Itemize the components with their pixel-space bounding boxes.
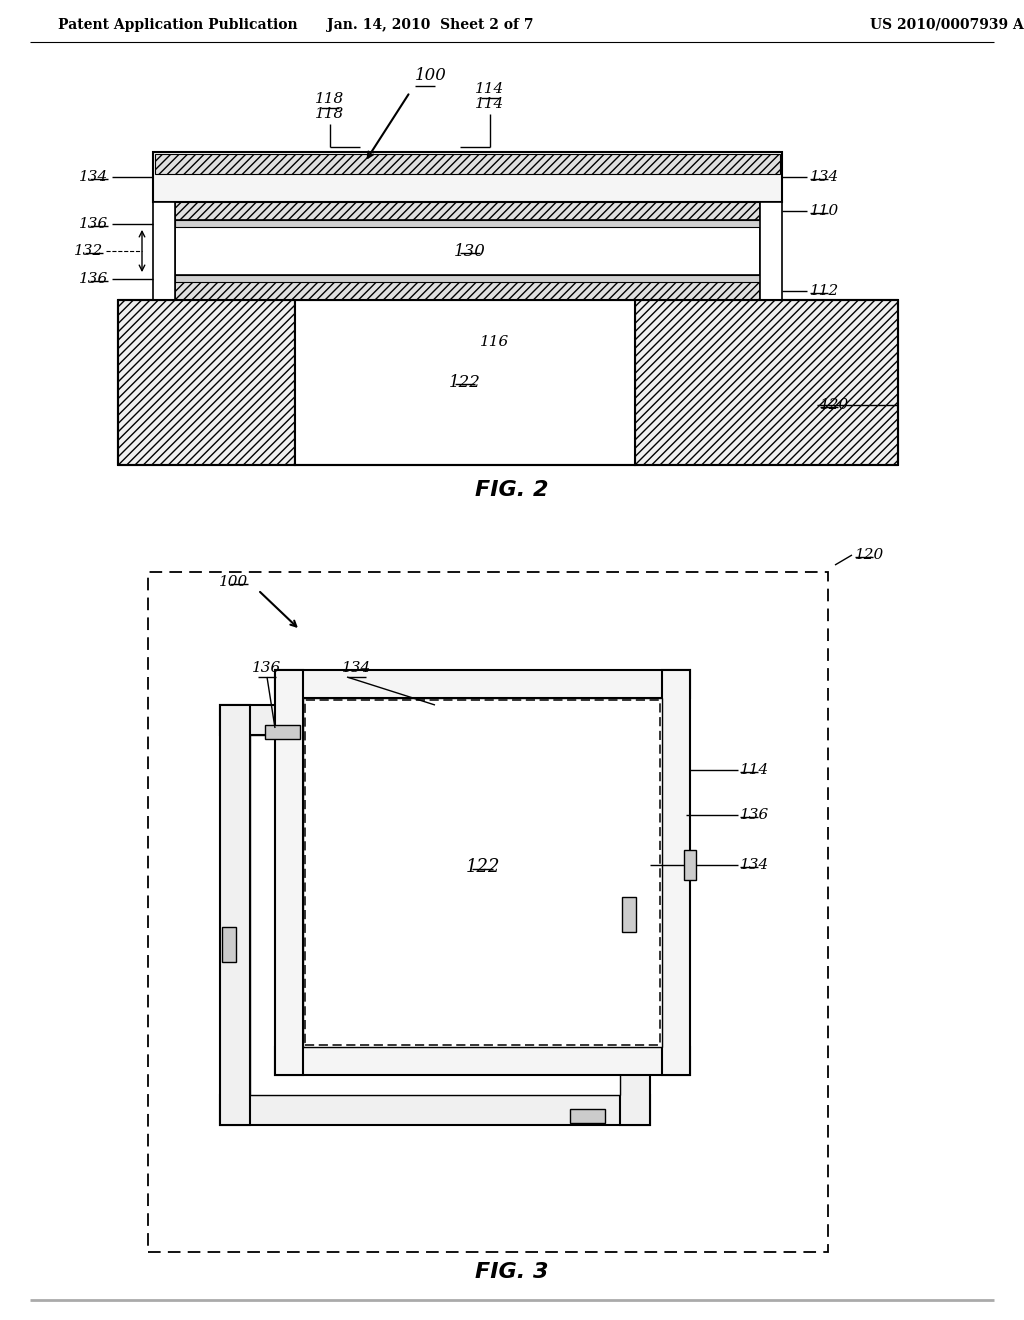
Text: 134: 134 (740, 858, 769, 873)
Text: 100: 100 (219, 576, 248, 589)
Bar (175, 227, 760, 275)
Bar (175, 202, 760, 220)
Text: 112: 112 (810, 284, 840, 298)
Text: 136: 136 (740, 808, 769, 822)
Text: FIG. 2: FIG. 2 (475, 480, 549, 500)
Text: 134: 134 (342, 661, 372, 675)
Bar (635, 300, 898, 465)
Bar (295, 300, 635, 465)
Bar (275, 671, 303, 1074)
Text: 134: 134 (79, 170, 108, 183)
Text: Patent Application Publication: Patent Application Publication (58, 18, 298, 32)
Bar (220, 705, 650, 735)
Bar (250, 735, 620, 1096)
Bar (570, 1109, 605, 1123)
Bar (265, 725, 300, 739)
Text: 136: 136 (252, 661, 282, 675)
Text: FIG. 3: FIG. 3 (475, 1262, 549, 1282)
Text: 120: 120 (820, 399, 849, 412)
Bar (760, 202, 782, 300)
Bar (220, 1096, 650, 1125)
Bar (175, 220, 760, 227)
Bar (118, 300, 295, 465)
Bar (684, 850, 696, 880)
Bar (222, 927, 236, 962)
Text: 118: 118 (315, 92, 345, 106)
Text: 120: 120 (855, 548, 885, 562)
Text: 132: 132 (74, 244, 103, 257)
Text: 118: 118 (315, 107, 345, 121)
Bar (155, 154, 780, 174)
Text: 114: 114 (475, 96, 505, 111)
Bar (622, 898, 636, 932)
Bar (620, 705, 650, 1125)
Text: 134: 134 (810, 170, 840, 183)
Text: US 2010/0007939 A1: US 2010/0007939 A1 (870, 18, 1024, 32)
Bar (662, 671, 690, 1074)
Text: 136: 136 (79, 216, 108, 231)
Text: 122: 122 (465, 858, 500, 876)
Bar (153, 152, 782, 202)
Text: 136: 136 (79, 272, 108, 286)
Bar (148, 572, 828, 1251)
Text: 100: 100 (415, 67, 446, 84)
Bar (303, 698, 662, 1047)
Text: 130: 130 (454, 243, 486, 260)
Text: 122: 122 (450, 374, 481, 391)
Bar (275, 671, 690, 698)
Bar (275, 1047, 690, 1074)
Text: 114: 114 (475, 82, 505, 96)
Text: 116: 116 (480, 335, 510, 350)
Bar (175, 282, 760, 300)
Text: 114: 114 (740, 763, 769, 777)
Bar (153, 202, 175, 300)
Bar (175, 275, 760, 282)
Bar (220, 705, 250, 1125)
Bar (305, 700, 660, 1045)
Text: 110: 110 (810, 205, 840, 218)
Text: Jan. 14, 2010  Sheet 2 of 7: Jan. 14, 2010 Sheet 2 of 7 (327, 18, 534, 32)
